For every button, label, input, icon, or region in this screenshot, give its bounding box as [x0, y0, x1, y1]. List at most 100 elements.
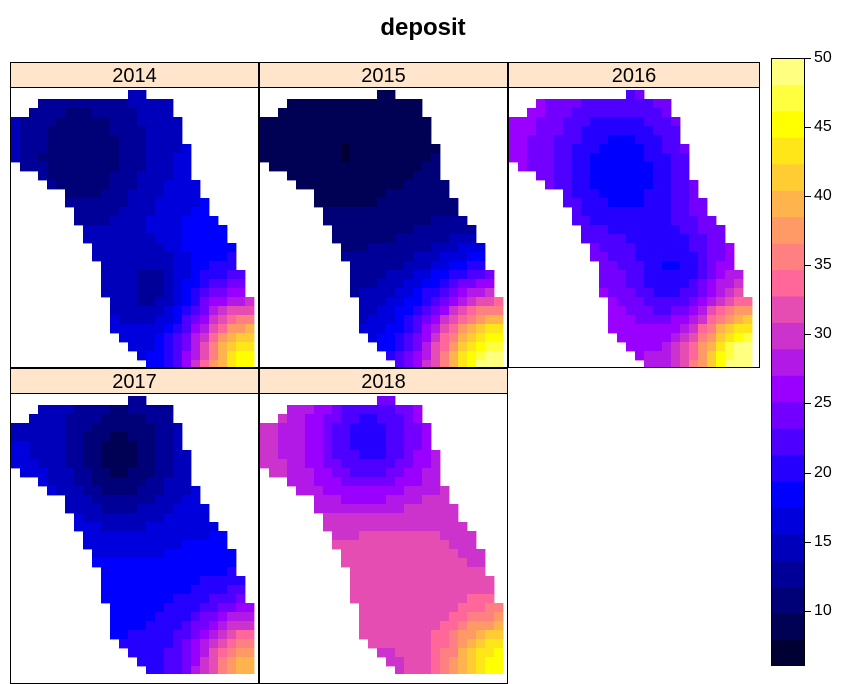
heatmap-cell [599, 135, 609, 145]
heatmap-cell [128, 576, 138, 586]
heatmap-cell [359, 567, 369, 577]
heatmap-cell [494, 612, 504, 622]
heatmap-cell [743, 306, 753, 316]
heatmap-cell [323, 522, 333, 532]
heatmap-cell [671, 198, 681, 208]
heatmap-cell [137, 549, 147, 559]
heatmap-cell [536, 171, 546, 181]
heatmap-cell [200, 270, 210, 280]
heatmap-cell [377, 639, 387, 649]
heatmap-cell [653, 333, 663, 343]
heatmap-cell [92, 234, 102, 244]
heatmap-cell [662, 270, 672, 280]
heatmap-cell [146, 621, 156, 631]
heatmap-cell [653, 117, 663, 127]
heatmap-cell [395, 450, 405, 460]
heatmap-cell [323, 459, 333, 469]
heatmap-cell [110, 477, 120, 487]
panel-strip-label: 2015 [259, 62, 508, 88]
heatmap-cell [536, 108, 546, 118]
heatmap-cell [350, 432, 360, 442]
heatmap-cell [386, 315, 396, 325]
heatmap-cell [440, 612, 450, 622]
heatmap-cell [485, 594, 495, 604]
heatmap-cell [563, 162, 573, 172]
heatmap-cell [38, 423, 48, 433]
heatmap-cell [209, 216, 219, 226]
panel-strip-label: 2017 [10, 368, 259, 394]
heatmap-cell [269, 468, 279, 478]
heatmap-cell [626, 243, 636, 253]
heatmap-cell [662, 153, 672, 163]
heatmap-cell [698, 261, 708, 271]
heatmap-cell [662, 144, 672, 154]
heatmap-cell [485, 297, 495, 307]
heatmap-cell [707, 252, 717, 262]
heatmap-cell [476, 297, 486, 307]
heatmap-cell [485, 639, 495, 649]
heatmap-cell [47, 180, 57, 190]
heatmap-cell [377, 144, 387, 154]
heatmap-cell [653, 216, 663, 226]
heatmap-cell [164, 522, 174, 532]
heatmap-cell [395, 486, 405, 496]
heatmap-cell [155, 531, 165, 541]
heatmap-cell [422, 477, 432, 487]
heatmap-cell [494, 306, 504, 316]
heatmap-cell [626, 297, 636, 307]
heatmap-cell [431, 216, 441, 226]
heatmap-cell [296, 405, 306, 415]
heatmap-cell [110, 315, 120, 325]
heatmap-cell [644, 126, 654, 136]
heatmap-cell [20, 468, 30, 478]
heatmap-cell [698, 324, 708, 334]
heatmap-cell [146, 306, 156, 316]
heatmap-cell [128, 450, 138, 460]
heatmap-cell [182, 459, 192, 469]
heatmap-cell [119, 414, 129, 424]
heatmap-cell [119, 198, 129, 208]
heatmap-cell [386, 297, 396, 307]
heatmap-cell [137, 261, 147, 271]
heatmap-cell [440, 297, 450, 307]
heatmap-cell [359, 225, 369, 235]
heatmap-cell [101, 558, 111, 568]
heatmap-cell [707, 288, 717, 298]
heatmap-cell [191, 216, 201, 226]
heatmap-cell [245, 306, 255, 316]
heatmap-cell [422, 117, 432, 127]
heatmap-cell [146, 585, 156, 595]
heatmap-cell [680, 306, 690, 316]
heatmap-cell [296, 171, 306, 181]
heatmap-cell [164, 270, 174, 280]
heatmap-cell [146, 540, 156, 550]
heatmap-cell [155, 612, 165, 622]
heatmap-cell [644, 207, 654, 217]
heatmap-cell [83, 423, 93, 433]
heatmap-cell [698, 297, 708, 307]
heatmap-cell [56, 171, 66, 181]
panel-plot-area [10, 88, 259, 368]
heatmap-cell [440, 333, 450, 343]
heatmap-cell [209, 297, 219, 307]
heatmap-cell [191, 270, 201, 280]
heatmap-cell [422, 216, 432, 226]
heatmap-cell [92, 225, 102, 235]
heatmap-cell [422, 459, 432, 469]
heatmap-cell [644, 216, 654, 226]
heatmap-cell [350, 135, 360, 145]
heatmap-cell [173, 225, 183, 235]
heatmap-cell [440, 576, 450, 586]
heatmap-cell [386, 522, 396, 532]
heatmap-cell [287, 423, 297, 433]
heatmap-cell [137, 639, 147, 649]
heatmap-cell [635, 351, 645, 361]
heatmap-cell [164, 108, 174, 118]
heatmap-cell [404, 153, 414, 163]
heatmap-cell [146, 576, 156, 586]
heatmap-cell [74, 450, 84, 460]
heatmap-cell [191, 585, 201, 595]
heatmap-cell [698, 234, 708, 244]
heatmap-cell [413, 639, 423, 649]
heatmap-cell [173, 522, 183, 532]
